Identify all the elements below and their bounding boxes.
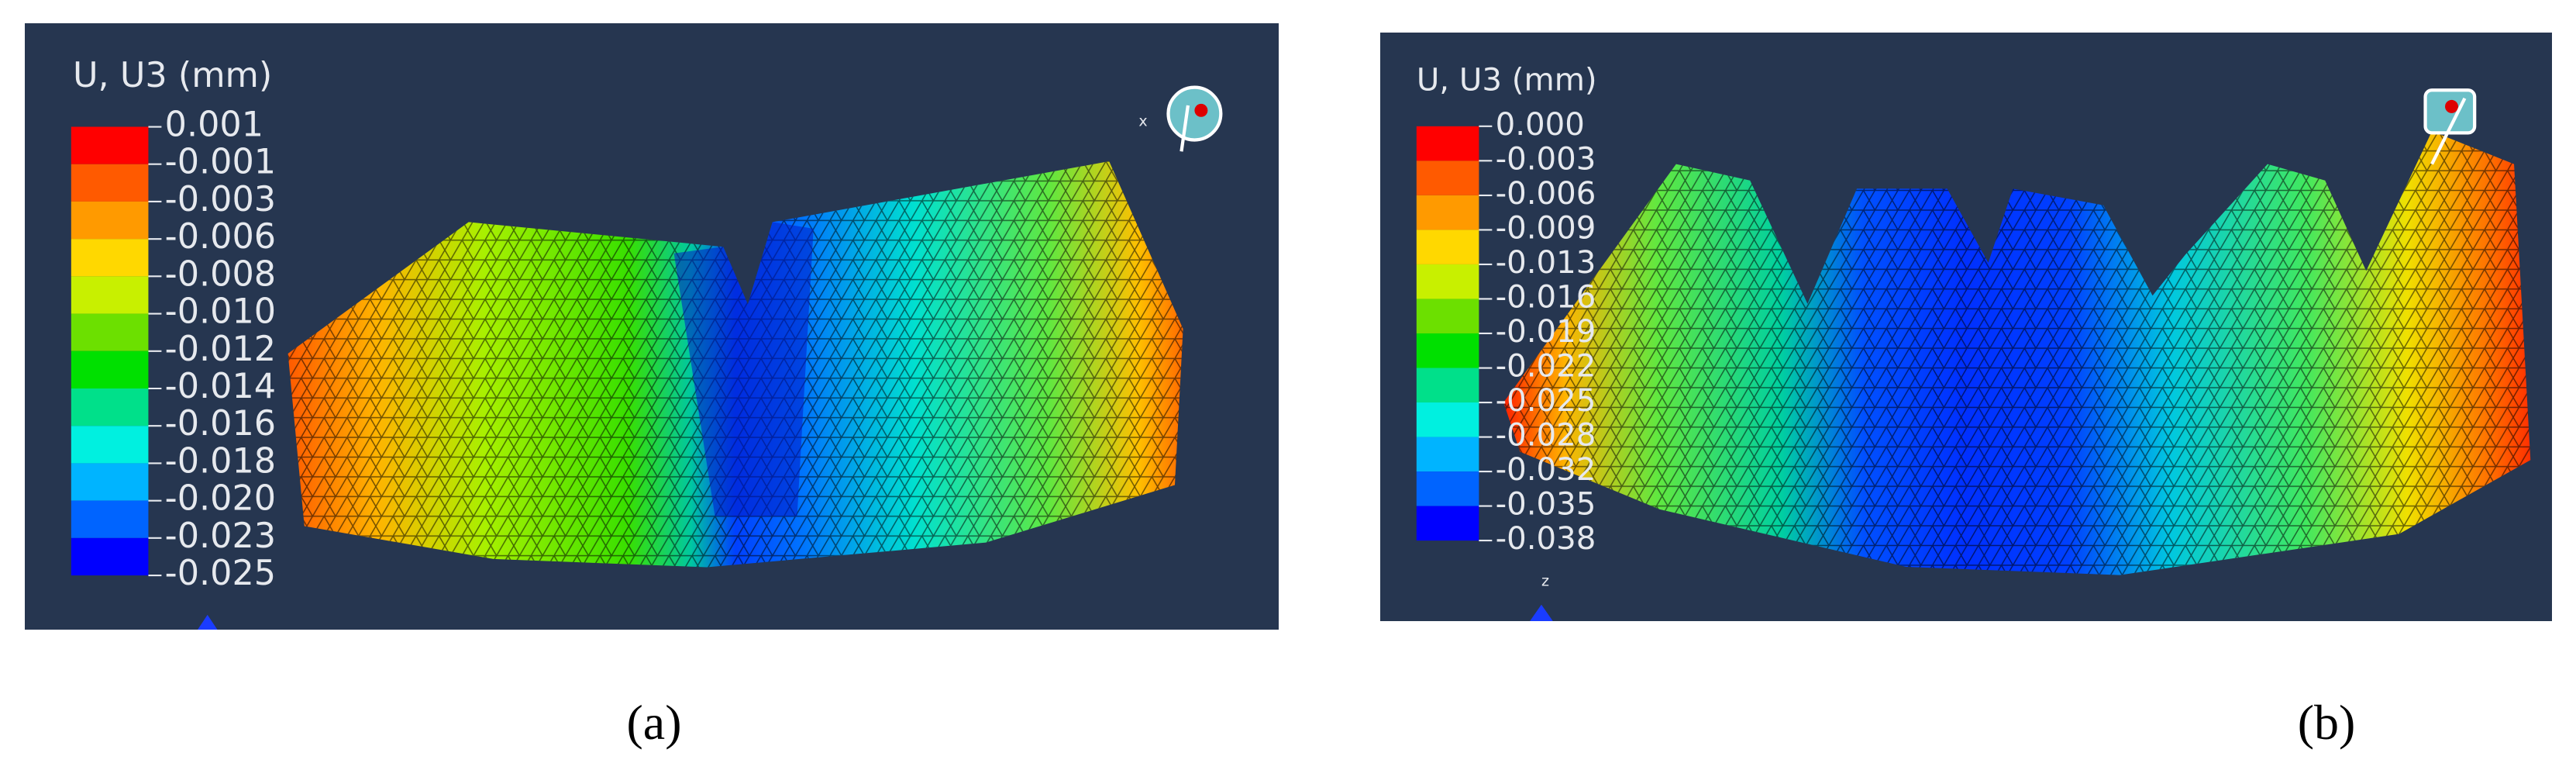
legend-label: 0.000 xyxy=(1496,107,1585,143)
triad xyxy=(1166,85,1223,152)
legend-label: -0.009 xyxy=(1496,210,1596,246)
legend-title: U, U3 (mm) xyxy=(1417,63,1597,98)
legend-label: -0.038 xyxy=(1496,521,1596,557)
caption: (a) xyxy=(626,695,682,750)
legend-swatch xyxy=(1416,402,1479,437)
caption: (b) xyxy=(2297,695,2356,750)
legend-swatch xyxy=(1416,368,1479,403)
legend-swatch xyxy=(71,537,149,576)
legend-swatch xyxy=(1416,506,1479,541)
legend-swatch xyxy=(1416,195,1479,230)
triad xyxy=(2423,88,2477,165)
legend-label: -0.028 xyxy=(1496,418,1596,454)
contour-plot: U, U3 (mm)0.000-0.003-0.006-0.009-0.013-… xyxy=(1380,33,2552,621)
legend-label: -0.006 xyxy=(1496,176,1596,212)
legend-swatch xyxy=(1416,437,1479,472)
axis-label: z xyxy=(1541,573,1549,590)
marker xyxy=(198,614,218,630)
legend-label: -0.020 xyxy=(165,479,276,519)
axis-label: x xyxy=(1138,113,1147,130)
legend-swatch xyxy=(71,276,149,314)
gear-model xyxy=(288,161,1183,568)
legend-label: -0.010 xyxy=(165,292,276,332)
legend-label: -0.016 xyxy=(1496,279,1596,315)
legend-swatch xyxy=(71,164,149,202)
legend-label: -0.003 xyxy=(1496,141,1596,177)
legend-swatch xyxy=(71,239,149,277)
legend-label: 0.001 xyxy=(165,105,263,145)
legend-label: -0.014 xyxy=(165,367,276,406)
legend-swatch xyxy=(1416,264,1479,299)
marker xyxy=(1530,604,1553,621)
legend-swatch xyxy=(1416,471,1479,506)
legend-swatch xyxy=(1416,126,1479,161)
legend-swatch xyxy=(1416,333,1479,368)
legend-label: -0.003 xyxy=(165,180,276,219)
legend-label: -0.035 xyxy=(1496,487,1596,523)
legend-swatch xyxy=(71,426,149,464)
legend-label: -0.032 xyxy=(1496,452,1596,488)
legend-label: -0.006 xyxy=(165,217,276,257)
gear-model xyxy=(1503,131,2531,575)
legend-swatch xyxy=(1416,230,1479,264)
legend-label: -0.025 xyxy=(1496,383,1596,419)
legend-swatch xyxy=(71,388,149,426)
legend-swatch xyxy=(1416,161,1479,195)
legend-title: U, U3 (mm) xyxy=(73,56,272,95)
legend-label: -0.023 xyxy=(165,516,276,556)
contour-plot: U, U3 (mm)0.001-0.001-0.003-0.006-0.008-… xyxy=(25,23,1279,630)
legend-swatch xyxy=(71,500,149,538)
legend-label: -0.022 xyxy=(1496,349,1596,385)
legend-label: -0.018 xyxy=(165,441,276,481)
legend-swatch xyxy=(1416,299,1479,333)
legend-swatch xyxy=(71,463,149,501)
legend-label: -0.013 xyxy=(1496,245,1596,281)
legend-swatch xyxy=(71,201,149,240)
legend-swatch xyxy=(71,350,149,389)
legend-label: -0.019 xyxy=(1496,314,1596,350)
legend-swatch xyxy=(71,313,149,351)
legend-swatch xyxy=(71,126,149,164)
legend-label: -0.008 xyxy=(165,254,276,294)
legend-label: -0.001 xyxy=(165,143,276,182)
legend-label: -0.012 xyxy=(165,330,276,369)
legend-label: -0.016 xyxy=(165,404,276,444)
legend-label: -0.025 xyxy=(165,554,276,593)
